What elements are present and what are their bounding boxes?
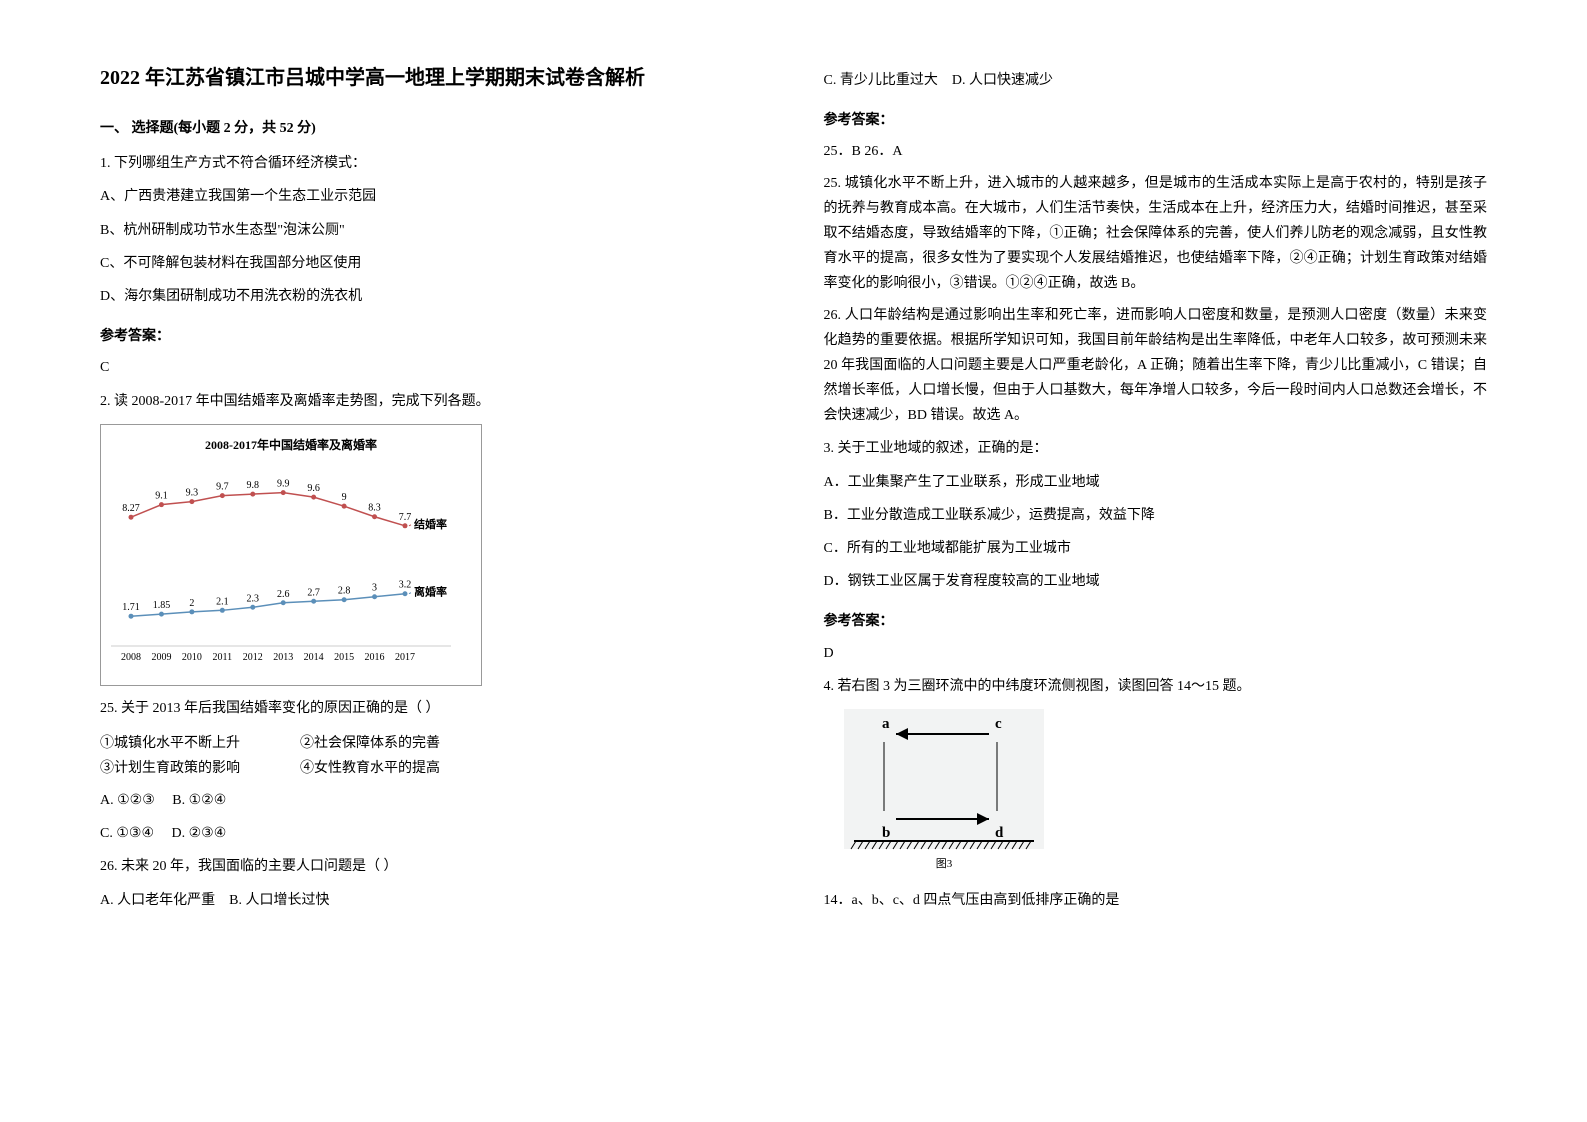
- svg-text:2: 2: [189, 598, 194, 609]
- q25-explanation: 25. 城镇化水平不断上升，进入城市的人越来越多，但是城市的生活成本实际上是高于…: [824, 171, 1488, 297]
- svg-text:1.71: 1.71: [122, 602, 140, 613]
- svg-text:9.3: 9.3: [186, 488, 199, 499]
- svg-text:b: b: [882, 825, 890, 841]
- q14-stem: 14．a、b、c、d 四点气压由高到低排序正确的是: [824, 888, 1488, 913]
- marriage-divorce-chart: 2008-2017年中国结婚率及离婚率 8.27 9.1 9.3 9.7 9.8 9.9 9…: [100, 424, 482, 687]
- svg-text:a: a: [882, 716, 890, 732]
- svg-text:9.8: 9.8: [247, 480, 260, 491]
- q26-explanation: 26. 人口年龄结构是通过影响出生率和死亡率，进而影响人口密度和数量，是预测人口…: [824, 303, 1488, 429]
- q25-s2: ②社会保障体系的完善: [300, 730, 500, 755]
- q2-answer-label: 参考答案：: [824, 108, 1488, 133]
- left-column: 2022 年江苏省镇江市吕城中学高一地理上学期期末试卷含解析 一、 选择题(每小…: [100, 60, 764, 921]
- q1-opt-c: C、不可降解包装材料在我国部分地区使用: [100, 251, 764, 276]
- svg-text:8.3: 8.3: [368, 503, 381, 514]
- q25-options-cd: C. ①③④ D. ②③④: [100, 821, 764, 846]
- q4-stem: 4. 若右图 3 为三圈环流中的中纬度环流侧视图，读图回答 14～15 题。: [824, 674, 1488, 699]
- q1-opt-b: B、杭州研制成功节水生态型"泡沫公厕": [100, 218, 764, 243]
- q26-stem: 26. 未来 20 年，我国面临的主要人口问题是（ ）: [100, 854, 764, 879]
- chart-svg: 8.27 9.1 9.3 9.7 9.8 9.9 9.6 9 8.3 7.7结婚率 1.71 1.85…: [111, 466, 451, 666]
- q3-opt-d: D．钢铁工业区属于发育程度较高的工业地域: [824, 569, 1488, 594]
- q3-answer-label: 参考答案：: [824, 609, 1488, 634]
- q1-opt-d: D、海尔集团研制成功不用洗衣粉的洗衣机: [100, 284, 764, 309]
- circulation-diagram: a c b d 图3: [844, 709, 1488, 878]
- svg-text:2017: 2017: [395, 652, 415, 663]
- q25-statements-row1: ①城镇化水平不断上升 ②社会保障体系的完善: [100, 730, 764, 755]
- q25-statements-row2: ③计划生育政策的影响 ④女性教育水平的提高: [100, 755, 764, 780]
- svg-text:9.9: 9.9: [277, 479, 290, 490]
- chart-title: 2008-2017年中国结婚率及离婚率: [111, 435, 471, 457]
- right-column: C. 青少儿比重过大 D. 人口快速减少 参考答案： 25．B 26．A 25.…: [824, 60, 1488, 921]
- svg-text:2009: 2009: [151, 652, 171, 663]
- svg-text:2016: 2016: [365, 652, 385, 663]
- q1-opt-a: A、广西贵港建立我国第一个生态工业示范园: [100, 184, 764, 209]
- svg-text:d: d: [995, 825, 1004, 841]
- q26-opt-d: D. 人口快速减少: [952, 73, 1053, 88]
- q26-opt-b: B. 人口增长过快: [229, 893, 329, 908]
- q26-options-cd: C. 青少儿比重过大 D. 人口快速减少: [824, 68, 1488, 93]
- svg-text:2008: 2008: [121, 652, 141, 663]
- q3-opt-b: B．工业分散造成工业联系减少，运费提高，效益下降: [824, 503, 1488, 528]
- svg-text:2011: 2011: [213, 652, 233, 663]
- svg-text:2014: 2014: [304, 652, 324, 663]
- q3-opt-c: C．所有的工业地域都能扩展为工业城市: [824, 536, 1488, 561]
- svg-text:8.27: 8.27: [122, 503, 140, 514]
- svg-text:2.6: 2.6: [277, 589, 290, 600]
- svg-text:结婚率: 结婚率: [413, 517, 447, 531]
- q25-opt-c: C. ①③④: [100, 826, 154, 841]
- svg-text:9.1: 9.1: [155, 491, 168, 502]
- svg-text:9: 9: [342, 492, 347, 503]
- q2-answer-line: 25．B 26．A: [824, 139, 1488, 164]
- q3-stem: 3. 关于工业地域的叙述，正确的是：: [824, 436, 1488, 461]
- svg-text:2015: 2015: [334, 652, 354, 663]
- svg-text:2010: 2010: [182, 652, 202, 663]
- q26-opt-c: C. 青少儿比重过大: [824, 73, 938, 88]
- exam-page: 2022 年江苏省镇江市吕城中学高一地理上学期期末试卷含解析 一、 选择题(每小…: [100, 60, 1487, 921]
- q25-stem: 25. 关于 2013 年后我国结婚率变化的原因正确的是（ ）: [100, 696, 764, 721]
- q25-s4: ④女性教育水平的提高: [300, 755, 500, 780]
- q26-options-ab: A. 人口老年化严重 B. 人口增长过快: [100, 888, 764, 913]
- svg-text:3.2: 3.2: [399, 580, 412, 591]
- q1-stem: 1. 下列哪组生产方式不符合循环经济模式：: [100, 151, 764, 176]
- q3-answer: D: [824, 641, 1488, 666]
- svg-text:2012: 2012: [243, 652, 263, 663]
- svg-text:9.7: 9.7: [216, 482, 229, 493]
- svg-text:7.7: 7.7: [399, 512, 412, 523]
- svg-text:c: c: [995, 716, 1002, 732]
- svg-text:2.8: 2.8: [338, 586, 351, 597]
- svg-text:2.3: 2.3: [247, 594, 260, 605]
- q2-stem: 2. 读 2008-2017 年中国结婚率及离婚率走势图，完成下列各题。: [100, 389, 764, 414]
- svg-text:3: 3: [372, 583, 377, 594]
- q25-s3: ③计划生育政策的影响: [100, 755, 300, 780]
- svg-text:9.6: 9.6: [307, 483, 320, 494]
- q25-opt-b: B. ①②④: [172, 793, 226, 808]
- q25-opt-d: D. ②③④: [172, 826, 227, 841]
- q25-options-ab: A. ①②③ B. ①②④: [100, 788, 764, 813]
- svg-text:2.1: 2.1: [216, 597, 229, 608]
- svg-text:2013: 2013: [273, 652, 293, 663]
- svg-text:图3: 图3: [935, 857, 952, 869]
- q3-opt-a: A．工业集聚产生了工业联系，形成工业地域: [824, 470, 1488, 495]
- svg-text:离婚率: 离婚率: [414, 585, 447, 599]
- q1-answer: C: [100, 355, 764, 380]
- svg-text:1.85: 1.85: [153, 600, 171, 611]
- diagram-svg: a c b d 图3: [844, 709, 1044, 869]
- q26-opt-a: A. 人口老年化严重: [100, 893, 215, 908]
- section-1-header: 一、 选择题(每小题 2 分，共 52 分): [100, 116, 764, 141]
- q25-s1: ①城镇化水平不断上升: [100, 730, 300, 755]
- exam-title: 2022 年江苏省镇江市吕城中学高一地理上学期期末试卷含解析: [100, 60, 764, 96]
- q1-answer-label: 参考答案：: [100, 324, 764, 349]
- svg-text:2.7: 2.7: [307, 588, 320, 599]
- q25-opt-a: A. ①②③: [100, 793, 155, 808]
